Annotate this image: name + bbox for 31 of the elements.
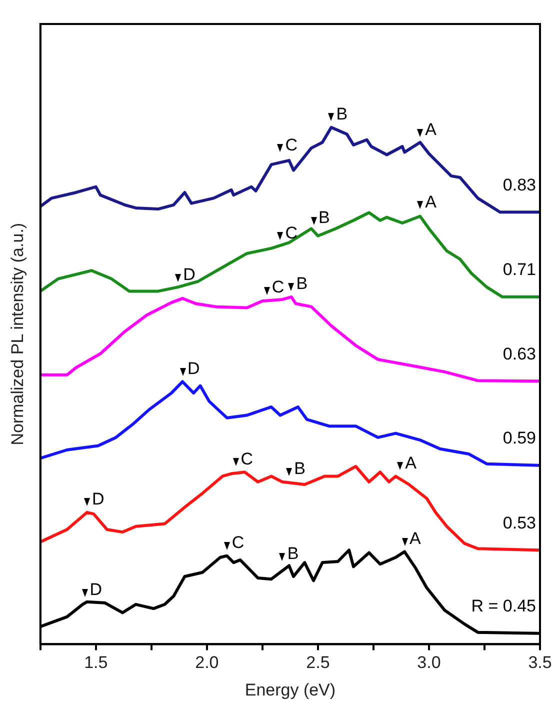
series-label: 0.59: [502, 428, 536, 448]
x-tick-label: 3.0: [417, 653, 441, 672]
x-tick-label: 1.5: [84, 653, 108, 672]
annotation: C: [272, 278, 284, 297]
annotation: A: [405, 453, 418, 472]
series-label: 0.63: [502, 344, 536, 364]
x-tick-label: 2.5: [306, 653, 330, 672]
annotation: A: [410, 528, 422, 548]
annotation: B: [336, 104, 348, 124]
annotation: D: [188, 358, 200, 378]
x-tick-label: 3.5: [528, 653, 552, 672]
annotation: C: [232, 533, 244, 552]
series-label: 0.53: [502, 513, 536, 532]
annotation: C: [285, 136, 298, 155]
x-axis-title: Energy (eV): [244, 680, 336, 700]
annotation: B: [287, 544, 299, 563]
annotation: C: [285, 223, 298, 242]
annotation: B: [318, 208, 330, 227]
annotation: A: [425, 120, 438, 140]
series-label: 0.71: [502, 260, 536, 280]
series-label: R = 0.45: [471, 596, 536, 616]
x-tick-label: 2.0: [195, 653, 219, 672]
series-label: 0.83: [502, 175, 536, 194]
annotation: B: [294, 459, 306, 478]
annotation: B: [296, 274, 308, 294]
y-axis-title: Normalized PL intensity (a.u.): [8, 222, 27, 446]
annotation: D: [90, 580, 102, 600]
annotation: C: [240, 449, 254, 468]
annotation: D: [92, 490, 104, 509]
annotation: D: [183, 264, 196, 284]
annotation: A: [425, 192, 438, 212]
